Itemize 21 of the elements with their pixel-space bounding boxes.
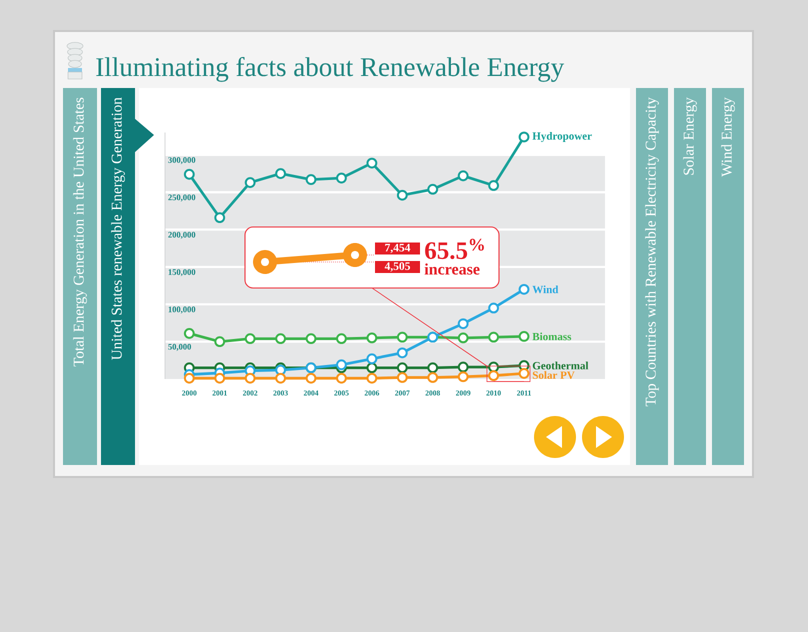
annotation: 65.5$^{%}$	[425, 238, 484, 260]
text: Solar Energy	[683, 97, 697, 175]
text: United States renewable Energy Generation	[111, 97, 125, 360]
y-tick-label: 50,000	[168, 344, 192, 351]
series-label: Solar PV	[532, 371, 575, 379]
y-tick-label: 250,000	[168, 194, 196, 202]
series-label: Biomass	[532, 332, 572, 340]
annotation: increase	[424, 263, 480, 275]
y-tick-label: 150,000	[168, 269, 196, 276]
annotation: 4,505	[384, 262, 410, 272]
series-label: Wind	[532, 285, 558, 294]
series-label: Geothermal	[532, 362, 588, 370]
y-tick-label: 300,000	[168, 157, 196, 164]
y-tick-label: 100,000	[168, 306, 196, 314]
series-label: Hydropower	[532, 132, 592, 142]
chart-title: Illuminating facts about Renewable Energy	[96, 56, 564, 82]
text: Total Energy Generation in the United States	[73, 98, 87, 366]
y-tick-label: 200,000	[168, 232, 196, 239]
text: Wind Energy	[721, 97, 735, 177]
text: Top Countries with Renewable Electricity Capacity	[645, 97, 659, 406]
annotation: 7,454	[385, 244, 410, 254]
